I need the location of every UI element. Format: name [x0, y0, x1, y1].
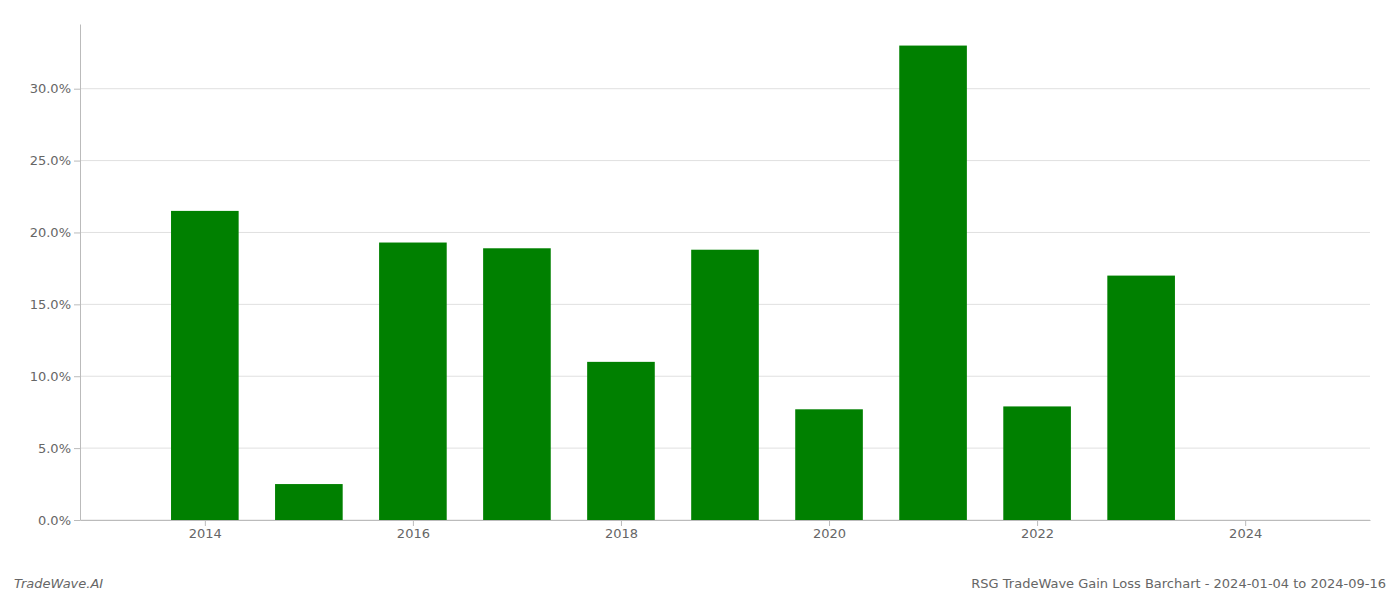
y-tick-label: 30.0%: [30, 81, 71, 96]
y-tick: 15.0%: [30, 297, 80, 312]
y-tick: 30.0%: [30, 81, 80, 96]
bar: [587, 362, 655, 520]
y-tick-mark: [74, 161, 80, 162]
x-tick-mark: [621, 520, 622, 526]
x-tick: 2014: [189, 520, 222, 541]
x-tick: 2018: [605, 520, 638, 541]
title: RSG TradeWave Gain Loss Barchart - 2024-…: [971, 576, 1386, 591]
chart: 2014 2016 2018 2020 2022 2024 0.0% 5.0% 10.0% 15.…: [0, 0, 1400, 600]
bar: [275, 484, 343, 520]
bars: [171, 46, 1175, 520]
y-tick-label: 25.0%: [30, 153, 71, 168]
y-tick-mark: [74, 520, 80, 521]
x-axis: 2014 2016 2018 2020 2022 2024: [81, 520, 1371, 541]
y-axis: 0.0% 5.0% 10.0% 15.0% 20.0% 25.0% 30.0%: [30, 25, 81, 528]
y-tick-label: 15.0%: [30, 297, 71, 312]
x-tick-label: 2024: [1229, 526, 1262, 541]
x-tick-mark: [1245, 520, 1246, 526]
x-tick: 2022: [1021, 520, 1054, 541]
grid: [80, 89, 1370, 520]
x-tick-mark: [205, 520, 206, 526]
bar: [691, 250, 759, 520]
plot: 2014 2016 2018 2020 2022 2024 0.0% 5.0% 10.0% 15.…: [30, 25, 1371, 542]
x-tick: 2020: [813, 520, 846, 541]
y-tick-label: 10.0%: [30, 369, 71, 384]
x-tick: 2016: [397, 520, 430, 541]
bar: [379, 243, 447, 520]
x-tick: 2024: [1229, 520, 1262, 541]
bar: [795, 409, 863, 520]
y-tick-mark: [74, 376, 80, 377]
grid-line: [80, 160, 1370, 161]
x-tick-mark: [829, 520, 830, 526]
y-tick-mark: [74, 89, 80, 90]
x-axis-line: [81, 520, 1371, 521]
y-tick-mark: [74, 232, 80, 233]
y-tick-label: 0.0%: [38, 513, 71, 528]
x-tick-mark: [1037, 520, 1038, 526]
y-tick: 0.0%: [38, 513, 80, 528]
y-tick-mark: [74, 448, 80, 449]
y-tick-mark: [74, 304, 80, 305]
watermark: TradeWave.AI: [14, 576, 103, 591]
x-tick-label: 2018: [605, 526, 638, 541]
bar: [1003, 406, 1071, 520]
bar: [171, 211, 239, 520]
y-tick: 10.0%: [30, 369, 80, 384]
grid-line: [80, 88, 1370, 89]
y-tick: 25.0%: [30, 153, 80, 168]
x-tick-label: 2016: [397, 526, 430, 541]
x-tick-label: 2022: [1021, 526, 1054, 541]
x-tick-label: 2014: [189, 526, 222, 541]
bar: [483, 248, 551, 520]
y-axis-line: [80, 25, 81, 521]
bar: [899, 46, 967, 520]
grid-line: [80, 232, 1370, 233]
y-tick: 20.0%: [30, 225, 80, 240]
x-tick-mark: [413, 520, 414, 526]
bar: [1107, 276, 1175, 520]
bar: [1211, 520, 1279, 521]
y-tick-label: 5.0%: [38, 441, 71, 456]
y-tick-label: 20.0%: [30, 225, 71, 240]
y-tick: 5.0%: [38, 441, 80, 456]
x-tick-label: 2020: [813, 526, 846, 541]
